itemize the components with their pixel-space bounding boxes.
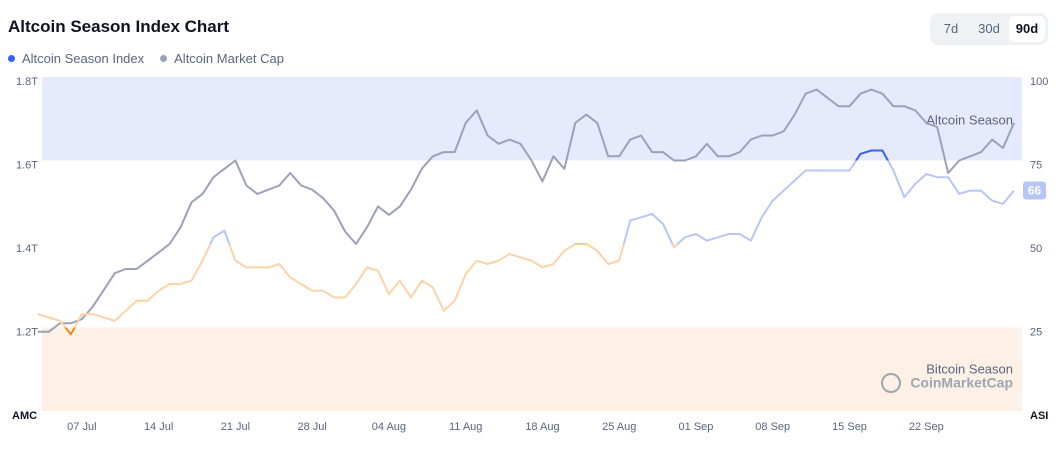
legend-swatch [8,55,15,62]
last-value-label: 66 [1028,184,1042,198]
range-button[interactable]: 7d [943,21,959,36]
x-tick-label: 01 Sep [679,421,714,433]
legend-swatch [160,55,168,62]
x-tick-label: 22 Sep [909,421,944,433]
range-selector: 7d 30d 90d [930,13,1048,45]
x-tick-label: 18 Aug [525,421,559,433]
x-tick-label: 11 Aug [449,421,482,433]
y2-tick-label: 25 [1030,326,1042,338]
legend: Altcoin Season Index Altcoin Market Cap [8,51,284,66]
y-tick-label: 1.8T [16,76,38,88]
watermark: CoinMarketCap [910,375,1013,391]
band-label: Altcoin Season [926,112,1013,127]
y-axis-label: AMC [12,410,37,422]
x-tick-label: 07 Jul [67,421,96,433]
y-tick-label: 1.6T [16,159,38,171]
season-band [42,77,1022,161]
y2-tick-label: 50 [1030,243,1042,255]
watermark-logo [881,373,901,393]
range-button[interactable]: 30d [978,21,1000,36]
x-tick-label: 15 Sep [832,421,867,433]
x-tick-label: 04 Aug [372,421,406,433]
y2-tick-label: 100 [1030,76,1048,88]
y-tick-label: 1.4T [16,243,38,255]
y2-axis-label: ASI [1030,410,1048,422]
legend-label: Altcoin Season Index [22,51,145,66]
x-tick-label: 08 Sep [755,421,790,433]
legend-label: Altcoin Market Cap [174,51,284,66]
x-tick-label: 21 Jul [221,421,250,433]
chart-title: Altcoin Season Index Chart [8,17,230,36]
band-label: Bitcoin Season [926,361,1013,376]
last-value-badge [1023,181,1046,200]
x-tick-label: 14 Jul [144,421,173,433]
range-button[interactable]: 90d [1009,16,1045,42]
series-line [37,149,1015,336]
legend-item: Altcoin Market Cap [160,51,284,66]
y-tick-label: 1.2T [16,326,38,338]
series-line [38,88,1015,333]
legend-item: Altcoin Season Index [8,51,144,66]
season-band [42,327,1022,411]
x-tick-label: 25 Aug [602,421,636,433]
y2-tick-label: 75 [1030,159,1042,171]
x-tick-label: 28 Jul [297,421,326,433]
